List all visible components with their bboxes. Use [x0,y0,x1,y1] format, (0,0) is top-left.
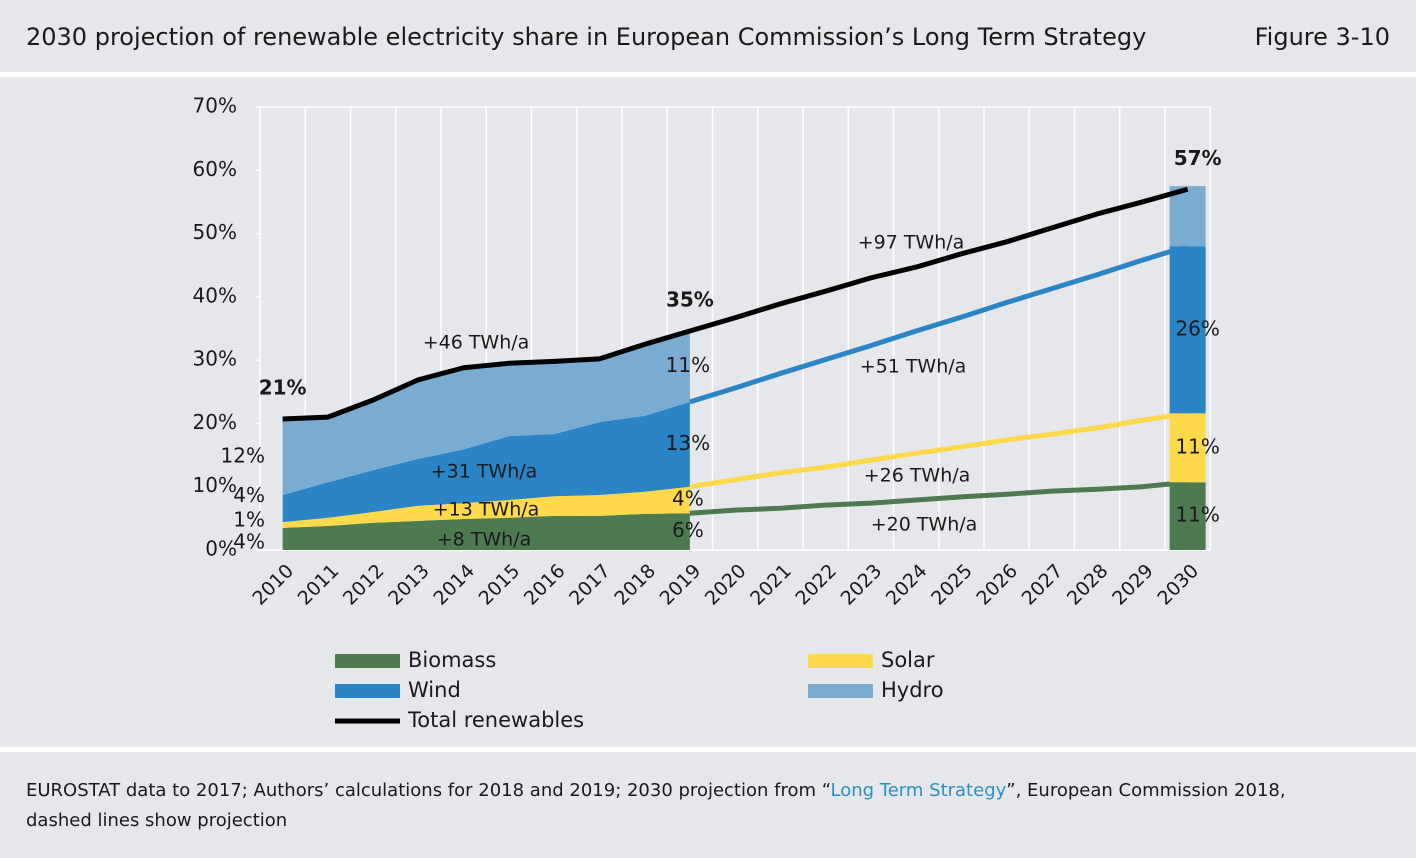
value-label: 6% [672,518,704,542]
y-tick-label: 20% [193,410,237,434]
y-tick-label: 10% [193,473,237,497]
value-label: 4% [233,529,265,553]
bar [1169,482,1206,550]
legend-swatch [335,684,400,698]
legend-label: Solar [881,648,935,672]
value-label: 4% [233,483,265,507]
area [282,331,690,495]
annotation: +26 TWh/a [864,465,971,487]
legend-label: Biomass [408,648,496,672]
annotation: +46 TWh/a [423,332,530,354]
annotation: +8 TWh/a [437,529,532,551]
value-label: 11% [1175,503,1219,527]
annotation: +13 TWh/a [433,499,540,521]
value-label: 1% [233,508,265,532]
annotation: +20 TWh/a [871,514,978,536]
value-label: 12% [221,443,265,467]
source-text: ”, European Commission 2018, [1006,780,1285,801]
projection-line [689,410,1189,490]
figure-number: Figure 3-10 [1255,23,1390,51]
source-note: dashed lines show projection [26,810,287,831]
y-tick-label: 70% [193,94,237,118]
annotation: +51 TWh/a [860,356,967,378]
annotation: +31 TWh/a [431,461,538,483]
value-label: 13% [666,431,710,455]
total-label: 35% [666,288,714,312]
value-label: 11% [1175,434,1219,458]
source: EUROSTAT data to 2017; Authors’ calculat… [26,780,1286,801]
bar [1169,186,1206,247]
total-label: 21% [259,375,307,399]
legend-swatch [335,654,400,668]
area [282,401,690,523]
y-tick-label: 60% [193,157,237,181]
bar [1169,246,1206,414]
area [282,486,690,528]
area [282,513,690,550]
source-text: EUROSTAT data to 2017; Authors’ calculat… [26,780,831,801]
annotation: +97 TWh/a [858,232,965,254]
total-line [282,186,1189,422]
footer-bg [0,752,1416,858]
header-bg [0,0,1416,72]
source-link[interactable]: Long Term Strategy [831,780,1007,801]
projection-line [689,243,1189,405]
y-tick-label: 0% [205,537,237,561]
y-tick-label: 30% [193,347,237,371]
y-tick-label: 50% [193,220,237,244]
title: 2030 projection of renewable electricity… [26,23,1146,51]
y-tick-label: 40% [193,283,237,307]
value-label: 4% [672,487,704,511]
value-label: 26% [1175,316,1219,340]
legend-label: Wind [408,678,461,702]
bar [1169,413,1206,483]
legend-swatch [808,654,873,668]
total-label: 57% [1174,146,1222,170]
value-label: 11% [666,353,710,377]
legend-swatch [808,684,873,698]
projection-line [689,479,1188,516]
legend-label: Hydro [881,678,944,702]
legend-label: Total renewables [407,708,584,732]
